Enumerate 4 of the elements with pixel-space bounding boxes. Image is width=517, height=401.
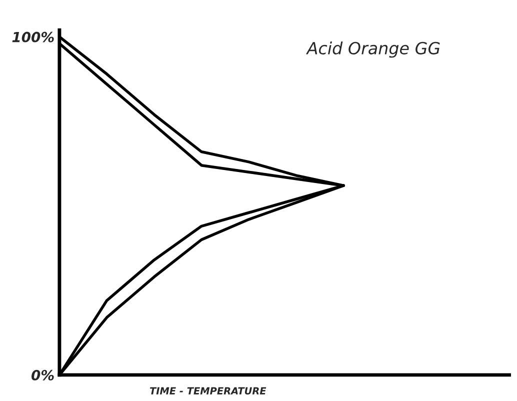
x-axis-title: TIME - TEMPERATURE: [150, 387, 266, 395]
y-tick-label: 0%: [32, 370, 54, 380]
y-tick-label: 100%: [12, 32, 54, 42]
text: Acid Orange GG: [306, 42, 440, 58]
